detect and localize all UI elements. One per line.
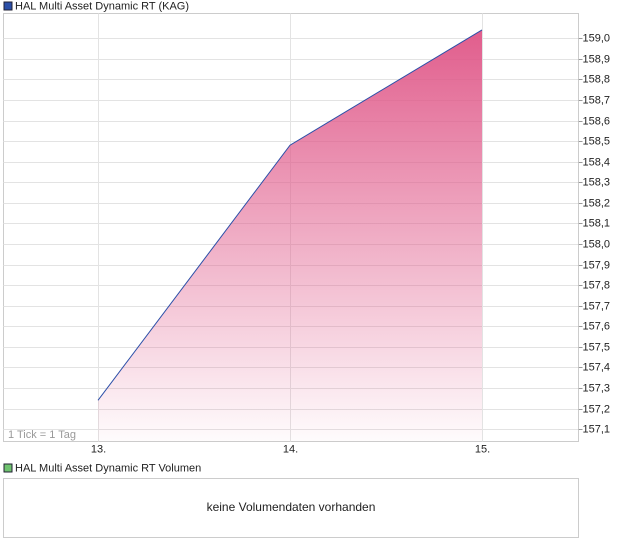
legend-swatch bbox=[3, 463, 13, 473]
y-tick-label: 157,2 bbox=[583, 403, 611, 415]
y-tick-label: 157,5 bbox=[583, 341, 611, 353]
volume-message: keine Volumendaten vorhanden bbox=[207, 500, 376, 514]
x-tick-label: 15. bbox=[475, 443, 490, 455]
legend-label: HAL Multi Asset Dynamic RT (KAG) bbox=[15, 0, 189, 12]
volume-frame bbox=[3, 478, 579, 538]
y-tick-label: 158,8 bbox=[583, 73, 611, 85]
y-tick-label: 158,4 bbox=[583, 156, 611, 168]
y-tick-label: 157,8 bbox=[583, 279, 611, 291]
y-tick-label: 157,9 bbox=[583, 259, 611, 271]
y-tick-label: 158,0 bbox=[583, 238, 611, 250]
y-tick-label: 157,7 bbox=[583, 300, 611, 312]
y-tick-label: 159,0 bbox=[583, 32, 611, 44]
y-tick-label: 157,3 bbox=[583, 382, 611, 394]
legend-label: HAL Multi Asset Dynamic RT Volumen bbox=[15, 462, 201, 474]
y-tick-label: 158,3 bbox=[583, 176, 611, 188]
x-tick-label: 14. bbox=[283, 443, 298, 455]
y-tick-label: 158,9 bbox=[583, 53, 611, 65]
y-tick-label: 157,6 bbox=[583, 320, 611, 332]
line bbox=[97, 29, 483, 401]
y-tick-label: 157,4 bbox=[583, 361, 611, 373]
y-tick-label: 158,5 bbox=[583, 135, 611, 147]
y-tick-label: 158,1 bbox=[583, 217, 611, 229]
tick-note: 1 Tick = 1 Tag bbox=[8, 429, 76, 441]
y-tick-label: 158,6 bbox=[583, 115, 611, 127]
y-tick-label: 158,7 bbox=[583, 94, 611, 106]
y-tick-label: 157,1 bbox=[583, 423, 611, 435]
area bbox=[98, 29, 482, 442]
y-tick-label: 158,2 bbox=[583, 197, 611, 209]
legend-swatch bbox=[3, 1, 13, 11]
x-tick-label: 13. bbox=[91, 443, 106, 455]
